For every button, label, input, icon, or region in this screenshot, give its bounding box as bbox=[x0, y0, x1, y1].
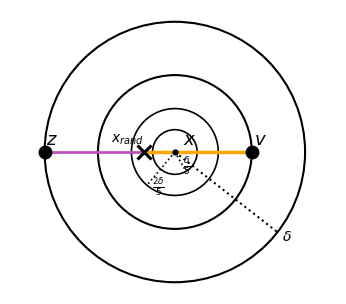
Text: $\frac{\delta}{5}$: $\frac{\delta}{5}$ bbox=[183, 155, 191, 177]
Text: $x$: $x$ bbox=[183, 131, 197, 149]
Text: $z$: $z$ bbox=[46, 131, 58, 149]
Text: $x_{rand}$: $x_{rand}$ bbox=[111, 133, 144, 147]
Text: $\frac{2\delta}{5}$: $\frac{2\delta}{5}$ bbox=[152, 176, 165, 198]
Text: $v$: $v$ bbox=[254, 131, 267, 149]
Text: $\delta$: $\delta$ bbox=[282, 230, 292, 244]
